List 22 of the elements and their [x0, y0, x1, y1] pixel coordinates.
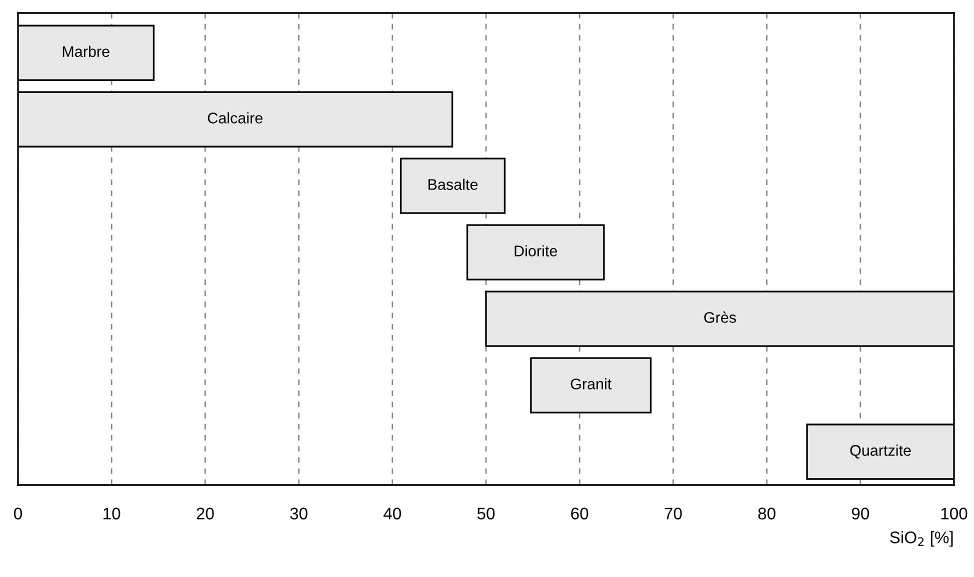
- x-axis-title: SiO$_{2}$ [%]: [890, 531, 953, 547]
- y-tick-label: Calcaire: [208, 112, 262, 124]
- x-tick-label: 80: [758, 508, 776, 520]
- x-tick-label: 10: [104, 508, 120, 520]
- x-tick-label: 30: [290, 508, 308, 520]
- bar: [530, 357, 652, 414]
- x-tick-label: 90: [852, 508, 870, 520]
- y-tick-label: Granit: [570, 378, 612, 390]
- y-tick-label: Grès: [704, 312, 736, 323]
- x-tick-label: 0: [14, 508, 22, 520]
- x-tick-label: 60: [571, 508, 588, 520]
- x-tick-label: 50: [477, 508, 495, 520]
- y-tick-label: Marbre: [62, 46, 110, 57]
- x-tick-label: 20: [196, 508, 214, 520]
- x-tick-label: 100: [941, 508, 968, 520]
- y-tick-label: Basalte: [428, 178, 478, 190]
- x-tick-label: 70: [664, 508, 682, 520]
- y-tick-label: Quartzite: [850, 444, 911, 459]
- y-tick-label: Diorite: [514, 245, 558, 256]
- bar: [400, 158, 506, 214]
- x-tick-label: 40: [384, 508, 402, 520]
- bar: [466, 224, 605, 280]
